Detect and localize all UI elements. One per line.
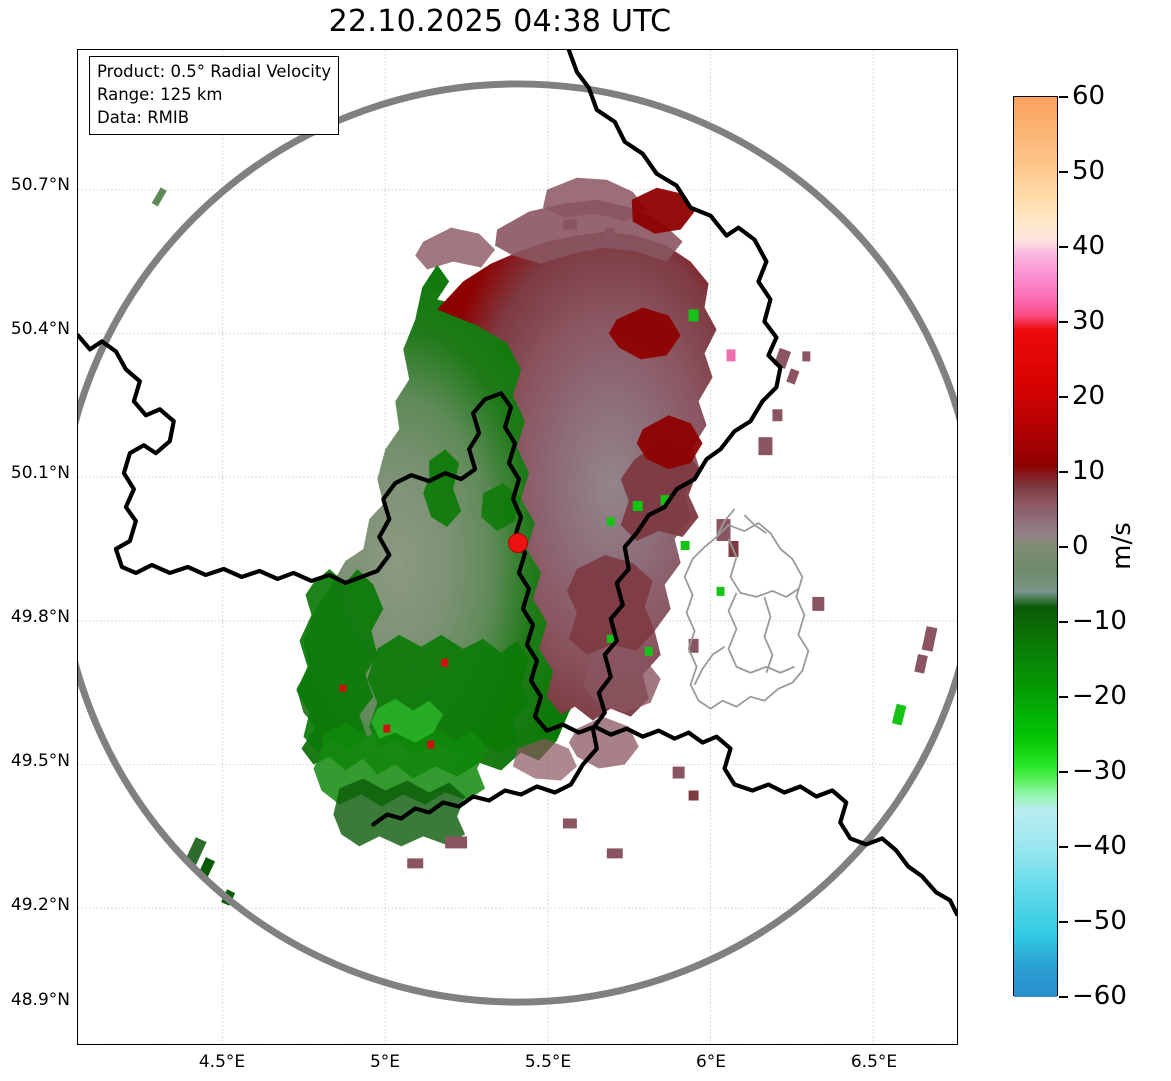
colorbar-band <box>1014 809 1057 847</box>
y-tick-label: 49.5°N <box>10 751 70 771</box>
colorbar-unit-label: m/s <box>1107 522 1137 570</box>
page-title: 22.10.2025 04:38 UTC <box>328 4 672 39</box>
radar-map-canvas[interactable] <box>78 50 957 1044</box>
colorbar-band <box>1014 134 1057 172</box>
colorbar-band <box>1014 382 1057 427</box>
colorbar-band <box>1014 502 1057 517</box>
colorbar-band <box>1014 794 1057 810</box>
info-range: Range: 125 km <box>97 84 223 104</box>
colorbar-band <box>1014 532 1057 547</box>
x-tick-label: 6°E <box>695 1052 727 1072</box>
colorbar-band <box>1014 592 1057 607</box>
colorbar-tick-mark <box>1059 921 1068 923</box>
colorbar-tick-label: −40 <box>1072 831 1127 861</box>
colorbar-band <box>1014 239 1057 255</box>
colorbar-band <box>1014 97 1057 135</box>
colorbar-tick-mark <box>1059 771 1068 773</box>
colorbar-band <box>1014 202 1057 225</box>
colorbar-band <box>1014 607 1057 645</box>
colorbar-band <box>1014 487 1057 502</box>
colorbar-tick-mark <box>1059 471 1068 473</box>
colorbar-tick-mark <box>1059 246 1068 248</box>
colorbar-tick-label: −50 <box>1072 906 1127 936</box>
colorbar-band <box>1014 547 1057 570</box>
info-data-source: Data: RMIB <box>97 107 190 127</box>
colorbar-tick-mark <box>1059 696 1068 698</box>
radar-site-marker[interactable] <box>508 533 528 553</box>
x-tick-label: 6.5°E <box>850 1052 898 1072</box>
colorbar-tick-label: −20 <box>1072 681 1127 711</box>
range-ring <box>78 80 957 1006</box>
colorbar-band <box>1014 644 1057 690</box>
y-tick-label: 50.4°N <box>10 319 70 339</box>
colorbar-tick-label: 40 <box>1072 231 1106 261</box>
colorbar-band <box>1014 689 1057 735</box>
y-tick-label: 48.9°N <box>10 990 70 1010</box>
colorbar-band <box>1014 892 1057 937</box>
colorbar-band <box>1014 314 1057 330</box>
colorbar-band <box>1014 734 1057 765</box>
radial-velocity-field <box>151 177 938 906</box>
colorbar-tick-mark <box>1059 396 1068 398</box>
y-tick-label: 49.2°N <box>10 895 70 915</box>
y-tick-label: 50.1°N <box>10 463 70 483</box>
colorbar-band <box>1014 329 1057 382</box>
colorbar-tick-mark <box>1059 621 1068 623</box>
colorbar-band <box>1014 224 1057 240</box>
colorbar-tick-mark <box>1059 171 1068 173</box>
colorbar-tick-label: 20 <box>1072 381 1106 411</box>
colorbar-band <box>1014 967 1057 997</box>
colorbar-tick-mark <box>1059 846 1068 848</box>
colorbar-band <box>1014 299 1057 315</box>
colorbar-tick-label: 50 <box>1072 156 1106 186</box>
subregion-borders <box>683 508 810 710</box>
radar-plot-panel[interactable] <box>77 49 958 1045</box>
colorbar-band <box>1014 427 1057 465</box>
info-product: Product: 0.5° Radial Velocity <box>97 62 332 81</box>
x-tick-label: 5°E <box>369 1052 401 1072</box>
colorbar-band <box>1014 937 1057 967</box>
colorbar-tick-mark <box>1059 546 1068 548</box>
colorbar-tick-label: −60 <box>1072 981 1127 1011</box>
product-info-box: Product: 0.5° Radial Velocity Range: 125… <box>89 56 340 136</box>
colorbar-tick-label: 30 <box>1072 306 1106 336</box>
colorbar-tick-mark <box>1059 996 1068 998</box>
colorbar-tick-label: 60 <box>1072 81 1106 111</box>
colorbar-tick-label: −30 <box>1072 756 1127 786</box>
colorbar-tick-label: 10 <box>1072 456 1106 486</box>
colorbar-gradient <box>1014 97 1057 997</box>
colorbar-band <box>1014 277 1057 300</box>
colorbar-band <box>1014 517 1057 532</box>
colorbar-band <box>1014 569 1057 592</box>
country-borders <box>78 50 957 917</box>
x-tick-label: 5.5°E <box>524 1052 572 1072</box>
colorbar-band <box>1014 779 1057 795</box>
colorbar-band <box>1014 764 1057 780</box>
y-tick-label: 49.8°N <box>10 607 70 627</box>
colorbar-band <box>1014 254 1057 277</box>
colorbar-band <box>1014 847 1057 892</box>
colorbar-tick-label: −10 <box>1072 606 1127 636</box>
velocity-lobe-positive <box>415 177 717 781</box>
velocity-colorbar[interactable] <box>1013 96 1058 997</box>
y-tick-label: 50.7°N <box>10 175 70 195</box>
colorbar-band <box>1014 172 1057 202</box>
colorbar-tick-mark <box>1059 96 1068 98</box>
colorbar-band <box>1014 464 1057 487</box>
colorbar-tick-mark <box>1059 321 1068 323</box>
colorbar-tick-label: 0 <box>1072 531 1089 561</box>
x-tick-label: 4.5°E <box>198 1052 246 1072</box>
